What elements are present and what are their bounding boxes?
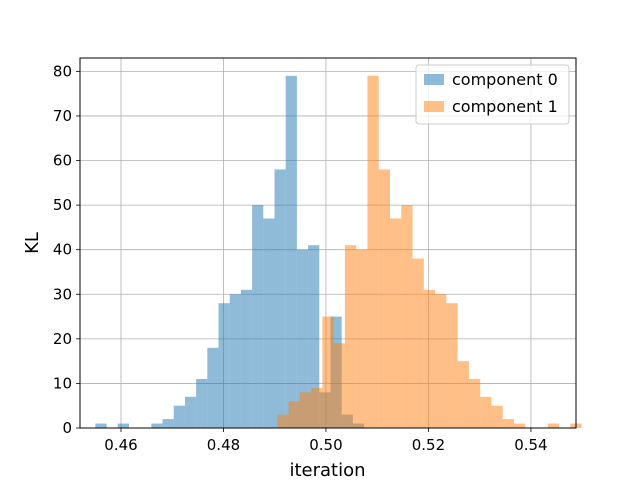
histogram-bar-series-1 <box>333 343 345 428</box>
histogram-bar-series-1 <box>468 378 481 428</box>
histogram-bar-series-1 <box>502 419 514 428</box>
bars <box>95 75 582 428</box>
histogram-bar-series-1 <box>480 396 492 428</box>
histogram-bar-series-0 <box>252 205 264 428</box>
histogram-bar-series-1 <box>311 387 323 428</box>
y-tick-label: 0 <box>62 419 72 437</box>
y-tick-label: 40 <box>53 241 72 259</box>
histogram-bar-series-1 <box>378 169 390 428</box>
y-axis-label: KL <box>22 232 43 254</box>
y-tick-label: 60 <box>53 152 72 170</box>
legend-label: component 1 <box>452 97 558 116</box>
legend: component 0 component 1 <box>415 64 570 125</box>
histogram-bar-series-0 <box>218 303 230 428</box>
y-tick-label: 30 <box>53 285 72 303</box>
x-axis-label: iteration <box>289 460 365 480</box>
histogram-bar-series-1 <box>401 205 413 428</box>
histogram-bar-series-0 <box>207 347 219 428</box>
y-tick-label: 10 <box>53 374 72 392</box>
legend-box <box>415 64 570 125</box>
x-tick-label: 0.46 <box>104 436 137 454</box>
histogram-bar-series-0 <box>240 289 253 428</box>
histogram-bar-series-1 <box>547 423 560 428</box>
histogram-bar-series-1 <box>367 75 379 428</box>
histogram-bar-series-0 <box>117 423 129 428</box>
x-tick-label: 0.48 <box>207 436 240 454</box>
y-tick-label: 20 <box>53 330 72 348</box>
axis-ticks: 0.46 0.48 0.50 0.52 0.54 0 10 20 30 40 50 60 70 80 <box>53 62 548 454</box>
histogram-bar-series-0 <box>162 419 174 428</box>
histogram-bar-series-0 <box>274 169 286 428</box>
legend-swatch <box>424 101 444 112</box>
histogram-bar-series-0 <box>173 405 185 428</box>
x-tick-label: 0.50 <box>309 436 342 454</box>
histogram-bar-series-1 <box>435 294 447 428</box>
histogram-bar-series-0 <box>151 423 163 428</box>
histogram-bar-series-1 <box>514 423 526 428</box>
histogram-bar-series-0 <box>196 378 208 428</box>
histogram-bar-series-1 <box>390 218 402 428</box>
histogram-bar-series-1 <box>288 401 300 428</box>
histogram-bar-series-1 <box>322 316 334 428</box>
histogram-bar-series-1 <box>423 289 436 428</box>
legend-label: component 0 <box>452 70 558 89</box>
histogram-bar-series-1 <box>412 258 424 428</box>
histogram-bar-series-0 <box>229 294 241 428</box>
histogram-bar-series-0 <box>308 245 320 428</box>
y-tick-label: 50 <box>53 196 72 214</box>
histogram-bar-series-1 <box>299 392 312 428</box>
histogram-bar-series-1 <box>277 414 289 428</box>
x-tick-label: 0.54 <box>514 436 547 454</box>
histogram-bar-series-0 <box>184 396 197 428</box>
histogram-bar-series-1 <box>446 303 458 428</box>
histogram-bar-series-1 <box>356 249 368 428</box>
histogram-bar-series-1 <box>491 405 503 428</box>
y-tick-label: 70 <box>53 107 72 125</box>
histogram-bar-series-0 <box>263 218 275 428</box>
histogram-bar-series-1 <box>344 245 357 428</box>
histogram-bar-series-0 <box>285 75 297 428</box>
histogram-bar-series-1 <box>457 361 469 428</box>
plot-frame <box>79 57 577 429</box>
histogram-bar-series-0 <box>95 423 107 428</box>
histogram-bar-series-0 <box>296 249 309 428</box>
y-tick-label: 80 <box>53 62 72 80</box>
x-tick-label: 0.52 <box>412 436 445 454</box>
legend-swatch <box>424 74 444 85</box>
